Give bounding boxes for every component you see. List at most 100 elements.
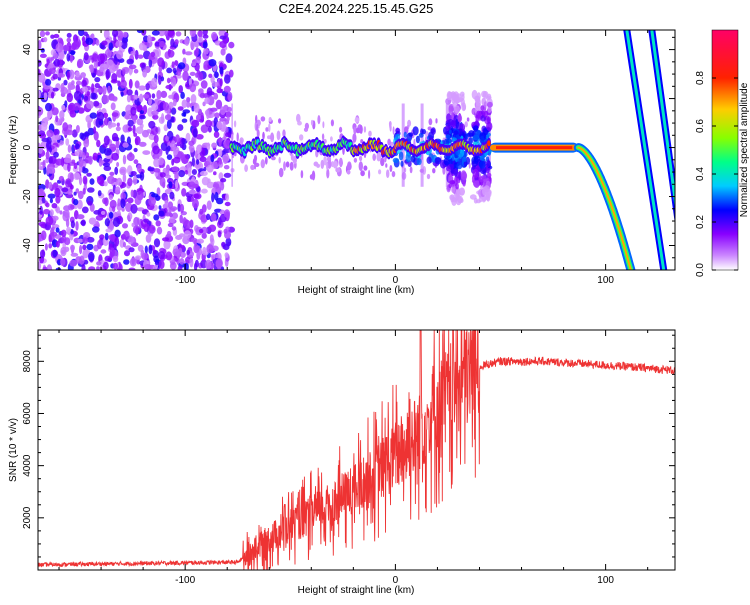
noise-speck [219, 106, 226, 115]
noise-speck [190, 39, 196, 50]
noise-speck [169, 191, 175, 200]
burst-speck [460, 170, 467, 180]
noise-speck [139, 93, 144, 103]
noise-speck [82, 166, 86, 172]
haze-speck [300, 170, 304, 179]
noise-speck [172, 156, 181, 164]
noise-speck [61, 104, 66, 111]
noise-speck [66, 53, 71, 62]
noise-speck [133, 216, 140, 227]
noise-speck [63, 79, 68, 86]
burst-speck [480, 105, 485, 111]
haze-speck [260, 116, 266, 122]
noise-speck [50, 91, 55, 99]
noise-speck [38, 200, 43, 205]
burst-speck [454, 105, 460, 114]
haze-speck [339, 126, 343, 133]
noise-speck [75, 256, 82, 264]
noise-speck [66, 37, 72, 43]
noise-speck [86, 243, 94, 251]
noise-speck [122, 68, 126, 76]
noise-speck [210, 77, 215, 84]
noise-speck [110, 102, 116, 111]
noise-speck [119, 79, 127, 89]
burst-speck [455, 182, 459, 190]
noise-speck [163, 124, 168, 132]
haze-speck [292, 156, 297, 164]
noise-speck [208, 224, 217, 232]
noise-speck [139, 115, 146, 120]
noise-speck [82, 175, 88, 185]
noise-speck [61, 187, 69, 193]
noise-speck [192, 128, 198, 138]
noise-speck [134, 196, 142, 206]
noise-speck [107, 175, 115, 185]
noise-speck [218, 136, 222, 147]
noise-speck [89, 178, 95, 185]
noise-speck [126, 214, 131, 221]
noise-speck [147, 34, 152, 44]
snr-xlabel: Height of straight line (km) [298, 585, 415, 596]
noise-speck [101, 85, 107, 96]
noise-speck [152, 114, 159, 120]
noise-speck [212, 183, 220, 189]
haze-speck [466, 117, 470, 122]
noise-speck [158, 205, 162, 210]
haze-speck [250, 164, 255, 170]
noise-speck [133, 147, 138, 153]
noise-speck [90, 92, 97, 100]
noise-speck [176, 74, 182, 79]
noise-speck [38, 40, 42, 50]
haze-speck [255, 114, 258, 124]
noise-speck [189, 83, 197, 93]
noise-speck [160, 76, 165, 82]
noise-speck [49, 156, 57, 165]
noise-speck [43, 85, 51, 90]
noise-speck [228, 41, 235, 49]
haze-speck [352, 133, 357, 143]
noise-speck [126, 58, 134, 65]
noise-speck [130, 189, 134, 198]
burst-speck [445, 134, 451, 139]
burst-speck [486, 172, 492, 178]
noise-speck [77, 238, 84, 243]
noise-speck [62, 122, 69, 132]
noise-speck [177, 265, 183, 270]
noise-speck [193, 102, 200, 113]
noise-speck [120, 198, 126, 209]
noise-speck [77, 199, 83, 210]
noise-speck [153, 134, 159, 144]
noise-speck [214, 112, 220, 119]
colorbar-tick-label: 0.4 [695, 167, 706, 181]
noise-speck [83, 31, 88, 37]
noise-speck [81, 86, 89, 93]
noise-speck [166, 230, 172, 237]
noise-speck [92, 226, 100, 233]
noise-speck [39, 30, 46, 38]
haze-speck [389, 165, 393, 172]
noise-speck [209, 234, 214, 243]
haze-speck [320, 159, 325, 169]
noise-speck [183, 219, 191, 230]
noise-speck [78, 158, 84, 167]
noise-speck [67, 162, 71, 172]
burst-speck [449, 180, 455, 185]
noise-speck [83, 52, 89, 61]
noise-speck [150, 51, 156, 58]
noise-speck [156, 187, 161, 196]
noise-speck [96, 261, 102, 266]
haze-speck [321, 133, 325, 141]
burst-speck [408, 132, 414, 137]
noise-speck [120, 91, 124, 97]
noise-speck [43, 116, 51, 122]
noise-speck [135, 226, 139, 236]
noise-speck [216, 88, 223, 94]
noise-speck [165, 251, 173, 261]
noise-speck [49, 209, 54, 217]
noise-speck [211, 31, 218, 41]
noise-speck [222, 244, 230, 251]
noise-speck [200, 214, 208, 223]
noise-speck [100, 249, 107, 254]
noise-speck [68, 69, 75, 80]
noise-speck [88, 251, 95, 262]
